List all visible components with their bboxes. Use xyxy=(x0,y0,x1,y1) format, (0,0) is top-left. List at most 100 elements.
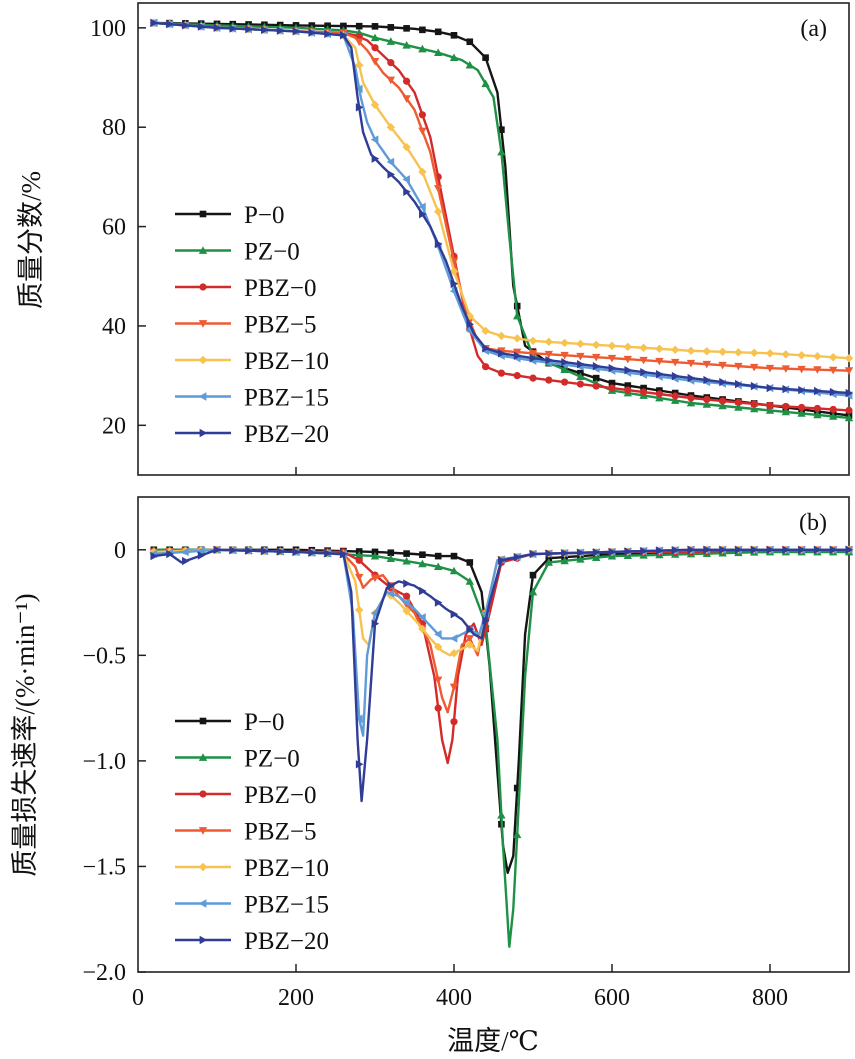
series-marker-pbz-10 xyxy=(576,339,585,349)
series-marker-pbz-20 xyxy=(403,579,411,588)
series-marker-pbz-0 xyxy=(624,386,632,394)
series-marker-pbz-10 xyxy=(592,340,601,350)
series-marker-pbz-20 xyxy=(197,551,206,560)
series-marker-pbz-20 xyxy=(592,548,601,557)
series-marker-pbz-5 xyxy=(418,127,427,136)
y-tick-label-a: 20 xyxy=(102,413,126,439)
series-marker-pbz-15 xyxy=(181,547,189,557)
series-marker-pz-0 xyxy=(465,60,474,69)
series-marker-pbz-15 xyxy=(402,175,410,184)
series-marker-pz-0 xyxy=(560,556,569,565)
series-marker-pbz-20 xyxy=(829,545,838,554)
legend-label-pbz-10: PBZ−10 xyxy=(244,855,329,882)
series-marker-pz-0 xyxy=(497,147,506,156)
series-marker-pbz-20 xyxy=(656,369,664,379)
series-marker-pbz-5 xyxy=(686,359,696,368)
series-marker-pz-0 xyxy=(750,404,759,413)
ticks-a: 20 40 60 80 100 xyxy=(90,16,771,475)
series-marker-pz-0 xyxy=(576,555,585,563)
series-marker-pbz-10 xyxy=(449,649,459,658)
x-tick-label: 200 xyxy=(278,985,314,1011)
legend-label-pbz-15: PBZ−15 xyxy=(244,892,329,919)
series-marker-pbz-15 xyxy=(355,84,363,94)
y-tick-label-b: −2.0 xyxy=(82,960,126,986)
series-marker-pbz-20 xyxy=(340,549,348,559)
series-marker-pbz-20 xyxy=(182,556,190,566)
series-marker-pbz-0 xyxy=(813,404,822,413)
series-marker-pbz-15 xyxy=(386,589,395,598)
series-marker-pbz-20 xyxy=(829,387,838,397)
series-marker-pbz-20 xyxy=(608,547,617,557)
series-marker-pbz-20 xyxy=(719,545,727,554)
series-marker-pbz-5 xyxy=(449,683,459,692)
series-marker-pbz-0 xyxy=(798,403,806,412)
series-marker-pz-0 xyxy=(592,553,601,562)
x-tick-label: 600 xyxy=(594,985,630,1011)
series-marker-pbz-20 xyxy=(671,546,680,555)
series-marker-pz-0 xyxy=(449,53,459,62)
series-marker-pbz-5 xyxy=(813,366,822,374)
series-line-pbz-15 xyxy=(153,548,849,737)
series-marker-pbz-5 xyxy=(528,349,538,358)
series-marker-pbz-10 xyxy=(370,100,380,110)
series-marker-pbz-0 xyxy=(403,592,411,600)
x-tick-label: 0 xyxy=(132,985,144,1011)
series-marker-pbz-20 xyxy=(276,26,285,35)
series-marker-pbz-0 xyxy=(561,378,569,386)
series-marker-pbz-10 xyxy=(434,642,443,652)
series-marker-pbz-5 xyxy=(370,58,380,66)
series-marker-pbz-10 xyxy=(402,142,411,152)
series-marker-pbz-0 xyxy=(655,390,664,398)
series-marker-pbz-0 xyxy=(529,374,537,382)
series-marker-pbz-20 xyxy=(419,586,427,596)
legend-marker-pbz-15 xyxy=(198,392,207,401)
series-marker-pbz-20 xyxy=(355,760,364,769)
series-marker-pbz-20 xyxy=(814,386,822,396)
series-marker-pbz-10 xyxy=(386,123,395,132)
series-marker-pbz-20 xyxy=(624,365,632,375)
legend-marker-pz-0 xyxy=(198,753,208,761)
series-marker-pbz-10 xyxy=(544,337,553,347)
series-marker-pbz-0 xyxy=(671,392,679,400)
series-marker-p-0 xyxy=(387,549,395,557)
series-marker-pbz-20 xyxy=(482,616,490,625)
series-marker-pbz-5 xyxy=(434,676,443,685)
series-marker-pbz-20 xyxy=(782,545,790,554)
series-marker-p-0 xyxy=(419,551,426,559)
series-marker-pbz-20 xyxy=(640,367,648,377)
series-marker-pbz-20 xyxy=(498,349,506,358)
series-marker-pbz-20 xyxy=(561,548,569,558)
series-line-pbz-5 xyxy=(153,21,850,372)
series-marker-pbz-20 xyxy=(845,388,854,398)
series-marker-pbz-5 xyxy=(844,367,854,375)
series-marker-pbz-0 xyxy=(766,401,774,410)
series-layer-b xyxy=(149,545,854,948)
legend-a: P−0 PZ−0 PBZ−0 PBZ−5 PBZ−10 PBZ−15 PBZ−20 xyxy=(175,202,329,448)
series-marker-pbz-10 xyxy=(528,336,538,346)
series-marker-pbz-10 xyxy=(418,624,427,634)
x-tick-label: 800 xyxy=(752,985,788,1011)
series-marker-pbz-5 xyxy=(671,358,680,367)
legend-marker-p-0 xyxy=(199,717,207,725)
series-marker-pbz-20 xyxy=(371,154,380,163)
series-marker-pbz-20 xyxy=(561,358,569,367)
series-marker-pbz-10 xyxy=(671,345,680,354)
series-marker-pbz-20 xyxy=(513,552,522,562)
series-marker-pbz-20 xyxy=(703,375,711,385)
series-marker-pbz-5 xyxy=(386,76,395,85)
series-marker-pbz-20 xyxy=(182,21,190,30)
series-marker-pz-0 xyxy=(402,41,411,49)
series-marker-pbz-0 xyxy=(750,400,758,408)
series-marker-pbz-10 xyxy=(734,348,743,357)
series-marker-pbz-0 xyxy=(687,394,695,402)
series-marker-pbz-10 xyxy=(481,326,490,336)
y-tick-label-a: 100 xyxy=(90,16,126,42)
series-marker-pz-0 xyxy=(449,566,459,575)
series-marker-pbz-5 xyxy=(544,350,553,359)
series-marker-pz-0 xyxy=(576,372,585,380)
series-marker-pz-0 xyxy=(734,403,743,411)
series-marker-p-0 xyxy=(513,784,521,792)
legend-label-pz-0: PZ−0 xyxy=(244,746,300,773)
series-marker-pz-0 xyxy=(686,398,696,407)
series-marker-p-0 xyxy=(529,571,537,579)
